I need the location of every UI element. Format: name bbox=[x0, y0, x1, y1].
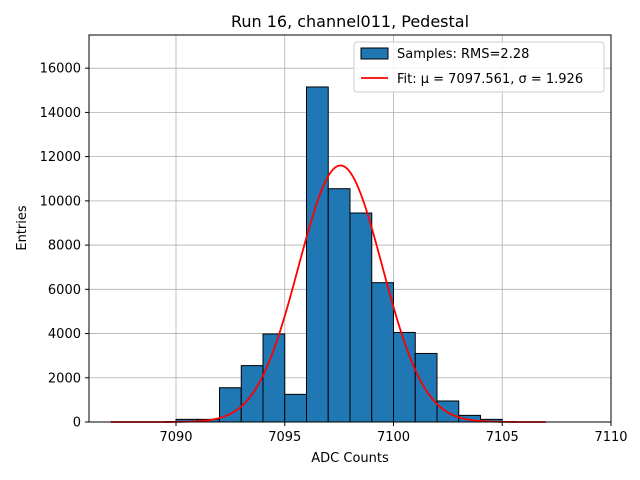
y-tick-label: 2000 bbox=[48, 371, 81, 386]
histogram-bar bbox=[327, 188, 351, 423]
y-axis-label: Entries bbox=[15, 205, 30, 251]
histogram-bar bbox=[349, 212, 373, 423]
y-tick-label: 10000 bbox=[40, 194, 81, 209]
x-tick-label: 7105 bbox=[486, 430, 519, 445]
y-tick-label: 12000 bbox=[40, 150, 81, 165]
x-tick-label: 7110 bbox=[594, 430, 627, 445]
legend-label-samples: Samples: RMS=2.28 bbox=[397, 47, 529, 62]
histogram-bar bbox=[284, 393, 307, 423]
x-axis-ticks: 7090 7095 7100 7105 7110 bbox=[159, 422, 628, 445]
y-tick-label: 8000 bbox=[48, 239, 81, 254]
legend-label-fit: Fit: μ = 7097.561, σ = 1.926 bbox=[397, 72, 583, 87]
legend-box bbox=[353, 41, 605, 93]
histogram-bars bbox=[175, 86, 503, 423]
x-tick-label: 7095 bbox=[268, 430, 301, 445]
y-tick-label: 16000 bbox=[40, 62, 81, 77]
x-tick-label: 7090 bbox=[159, 430, 192, 445]
y-axis-ticks: 0 2000 4000 6000 8000 10000 12000 14000 16000 bbox=[40, 62, 89, 431]
y-tick-label: 0 bbox=[73, 416, 81, 431]
plot-frame bbox=[88, 34, 612, 423]
histogram-bar bbox=[306, 86, 329, 423]
legend: Samples: RMS=2.28 Fit: μ = 7097.561, σ =… bbox=[353, 41, 605, 93]
chart-title: Run 16, channel011, Pedestal bbox=[231, 12, 469, 31]
histogram-bar bbox=[371, 282, 394, 423]
x-axis-label: ADC Counts bbox=[311, 451, 389, 466]
y-tick-label: 4000 bbox=[48, 327, 81, 342]
legend-swatch-samples bbox=[360, 47, 389, 60]
x-tick-label: 7100 bbox=[377, 430, 410, 445]
y-tick-label: 14000 bbox=[40, 106, 81, 121]
histogram-bar bbox=[393, 331, 416, 423]
y-tick-label: 6000 bbox=[48, 283, 81, 298]
histogram-bar bbox=[414, 352, 438, 423]
